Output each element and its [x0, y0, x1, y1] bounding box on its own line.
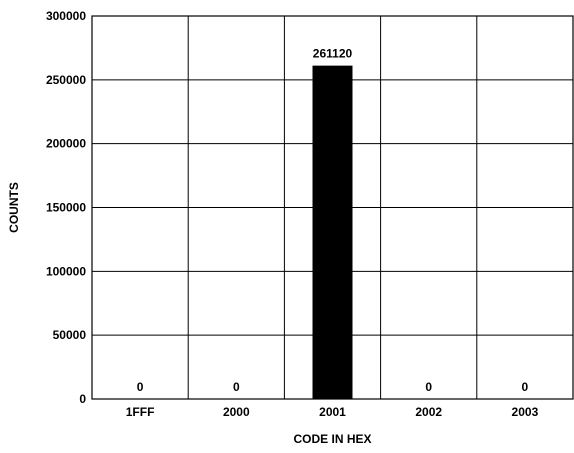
y-tick-labels: 0 50000 100000 150000 200000 250000 300000	[46, 9, 86, 406]
data-label: 0	[233, 380, 240, 394]
x-tick-labels: 1FFF 2000 2001 2002 2003	[126, 405, 539, 419]
data-labels: 0 0 261120 0 0	[137, 47, 529, 394]
data-label: 261120	[313, 47, 353, 61]
data-label: 0	[522, 380, 529, 394]
y-tick-label: 0	[79, 392, 86, 406]
data-label: 0	[137, 380, 144, 394]
x-tick-label: 2001	[319, 405, 346, 419]
y-axis-title: COUNTS	[7, 182, 21, 233]
bars	[312, 65, 353, 399]
y-tick-label: 250000	[46, 73, 86, 87]
x-tick-label: 2002	[415, 405, 442, 419]
y-tick-label: 300000	[46, 9, 86, 23]
x-tick-label: 2003	[512, 405, 539, 419]
y-tick-label: 100000	[46, 264, 86, 278]
data-label: 0	[425, 380, 432, 394]
y-tick-label: 150000	[46, 201, 86, 215]
plot-frame	[91, 15, 574, 400]
y-tick-label: 200000	[46, 137, 86, 151]
x-axis-title: CODE IN HEX	[293, 432, 371, 446]
bar-2001	[312, 65, 353, 399]
x-tick-label: 1FFF	[126, 405, 155, 419]
x-tick-label: 2000	[223, 405, 250, 419]
y-tick-label: 50000	[53, 328, 87, 342]
